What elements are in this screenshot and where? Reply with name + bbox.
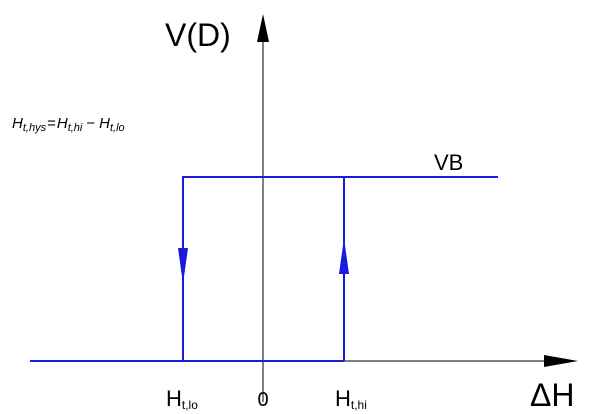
formula-term1-main: H bbox=[57, 115, 68, 132]
formula-minus: − bbox=[86, 115, 95, 132]
formula-equals: = bbox=[47, 115, 56, 132]
tick-label-h-t-lo: Ht,lo bbox=[166, 386, 198, 412]
formula-lhs-sub: t,hys bbox=[23, 122, 47, 134]
origin-label: 0 bbox=[257, 389, 268, 411]
x-axis-arrowhead bbox=[544, 355, 578, 367]
formula-lhs-main: H bbox=[12, 115, 23, 132]
tick-hi-sub: t,hi bbox=[351, 398, 367, 412]
curve-label: VB bbox=[434, 150, 463, 175]
down-arrow-icon bbox=[178, 248, 188, 284]
formula-term2-main: H bbox=[99, 115, 110, 132]
formula-term1-sub: t,hi bbox=[68, 122, 83, 134]
tick-lo-sub: t,lo bbox=[182, 398, 198, 412]
formula-term2-sub: t,lo bbox=[110, 122, 125, 134]
tick-lo-main: H bbox=[166, 386, 182, 411]
x-axis-label: ΔH bbox=[530, 377, 574, 413]
tick-label-h-t-hi: Ht,hi bbox=[335, 386, 367, 412]
up-arrow-icon bbox=[339, 238, 349, 274]
y-axis-label: V(D) bbox=[165, 17, 231, 53]
hysteresis-formula: Ht,hys=Ht,hi − Ht,lo bbox=[12, 115, 125, 134]
hysteresis-loop bbox=[30, 176, 498, 362]
y-axis-arrowhead bbox=[257, 14, 269, 42]
tick-hi-main: H bbox=[335, 386, 351, 411]
